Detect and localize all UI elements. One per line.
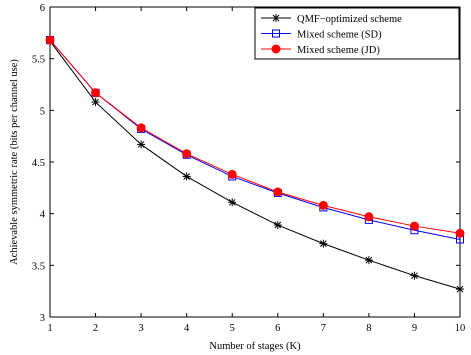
legend-label: Mixed scheme (JD) [297, 45, 380, 56]
legend-marker [272, 14, 280, 22]
y-tick-label: 4 [40, 210, 46, 221]
series-point [318, 200, 328, 210]
series-point [91, 88, 101, 98]
series-point [228, 198, 237, 207]
x-tick-label: 2 [93, 323, 98, 334]
y-tick-label: 6 [40, 3, 45, 14]
series-point [182, 149, 192, 159]
series-point [409, 221, 419, 231]
series-point [182, 172, 191, 181]
series-point [227, 169, 237, 179]
legend-item: Mixed scheme (SD) [261, 29, 382, 41]
axis-ticks: 1 2 3 4 5 6 7 8 9 10 3 3.5 4 4.5 5 5.5 6 [32, 3, 465, 334]
series-point [456, 285, 464, 294]
legend-label: QMF−optimized scheme [297, 14, 402, 25]
series-point [91, 98, 100, 107]
y-tick-label: 4.5 [32, 158, 45, 169]
x-tick-label: 10 [455, 323, 466, 334]
series-point [364, 256, 373, 265]
x-axis-label: Number of stages (K) [209, 341, 301, 352]
legend-marker [272, 29, 280, 38]
legend: QMF−optimized scheme Mixed scheme (SD) Mix… [254, 7, 460, 60]
series-point [137, 140, 146, 149]
x-tick-label: 6 [275, 323, 280, 334]
x-tick-label: 5 [230, 323, 235, 334]
series-point [273, 187, 283, 197]
x-tick-label: 1 [47, 323, 52, 334]
x-tick-label: 8 [366, 323, 371, 334]
y-axis-label: Achievable symmetric rate (bits per chan… [9, 59, 20, 265]
series-3 [45, 35, 465, 238]
legend-label: Mixed scheme (SD) [297, 30, 382, 41]
y-tick-label: 3.5 [32, 261, 45, 272]
legend-item: Mixed scheme (JD) [261, 44, 380, 56]
series-point [455, 228, 465, 238]
series-point [410, 271, 419, 280]
series-point [319, 239, 328, 248]
x-tick-label: 9 [412, 323, 417, 334]
y-tick-label: 5.5 [32, 55, 45, 66]
x-tick-label: 7 [321, 323, 326, 334]
series-layer [45, 35, 465, 294]
series-point [364, 212, 374, 222]
y-tick-label: 3 [40, 313, 45, 324]
x-tick-label: 3 [138, 323, 143, 334]
series-line [49, 39, 461, 234]
series-point [136, 123, 146, 133]
legend-marker [271, 44, 281, 54]
series-point [273, 221, 282, 230]
legend-item: QMF−optimized scheme [261, 14, 402, 25]
series-line [49, 40, 461, 290]
series-point [45, 35, 55, 45]
y-tick-label: 5 [40, 106, 45, 117]
x-tick-label: 4 [184, 323, 190, 334]
